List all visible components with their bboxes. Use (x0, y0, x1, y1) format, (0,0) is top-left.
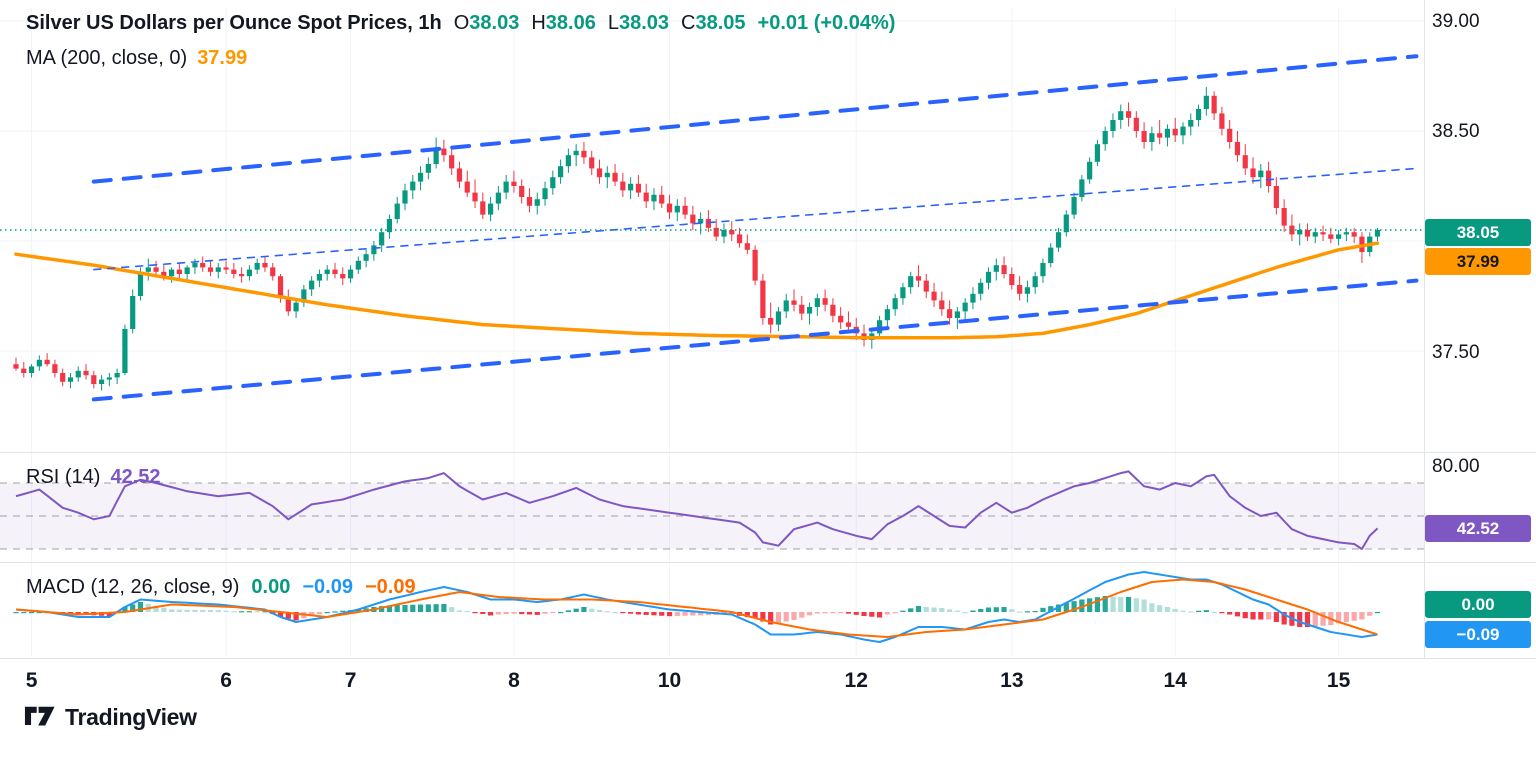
rsi-value-badge: 42.52 (1425, 515, 1531, 542)
price-tick-3850: 38.50 (1432, 121, 1480, 142)
rsi-tick-80: 80.00 (1432, 456, 1480, 477)
macd-legend: MACD (12, 26, close, 9) 0.00 −0.09 −0.09 (26, 576, 416, 599)
change-value: +0.01 (+0.04%) (757, 12, 896, 34)
price-tick-39: 39.00 (1432, 11, 1480, 32)
open-label: O (453, 12, 470, 34)
macd-signal-value: −0.09 (364, 576, 416, 598)
rsi-legend: RSI (14) 42.52 (26, 466, 161, 489)
main-legend: Silver US Dollars per Ounce Spot Prices,… (26, 12, 895, 35)
svg-text:12: 12 (845, 669, 868, 692)
svg-text:15: 15 (1327, 669, 1351, 692)
tradingview-logo[interactable]: TradingView (24, 704, 197, 731)
svg-text:10: 10 (658, 669, 681, 692)
tradingview-glyph-icon (24, 706, 55, 726)
macd-label: MACD (12, 26, close, 9) (26, 576, 240, 598)
close-label: C (681, 12, 696, 34)
svg-text:6: 6 (220, 669, 232, 692)
svg-text:13: 13 (1000, 669, 1023, 692)
rsi-value: 42.52 (110, 466, 161, 488)
svg-text:14: 14 (1164, 669, 1188, 692)
high-label: H (531, 12, 546, 34)
macd-hist-value: 0.00 (251, 576, 291, 598)
macd-line-badge: −0.09 (1425, 621, 1531, 648)
close-value: 38.05 (695, 12, 746, 34)
last-price-badge: 38.05 (1425, 219, 1531, 246)
symbol-title: Silver US Dollars per Ounce Spot Prices,… (26, 12, 442, 34)
svg-text:7: 7 (345, 669, 357, 692)
price-tick-3750: 37.50 (1432, 342, 1480, 363)
svg-text:5: 5 (26, 669, 38, 692)
macd-line-value: −0.09 (302, 576, 353, 598)
ma-legend: MA (200, close, 0) 37.99 (26, 47, 247, 70)
ma-value: 37.99 (197, 47, 248, 69)
ma-label: MA (200, close, 0) (26, 47, 188, 69)
svg-text:8: 8 (508, 669, 520, 692)
rsi-label: RSI (14) (26, 466, 101, 488)
macd-hist-badge: 0.00 (1425, 591, 1531, 618)
low-value: 38.03 (618, 12, 670, 34)
ma-price-badge: 37.99 (1425, 248, 1531, 275)
open-value: 38.03 (469, 12, 520, 34)
high-value: 38.06 (545, 12, 596, 34)
low-label: L (607, 12, 619, 34)
tradingview-brand-text: TradingView (65, 704, 197, 730)
